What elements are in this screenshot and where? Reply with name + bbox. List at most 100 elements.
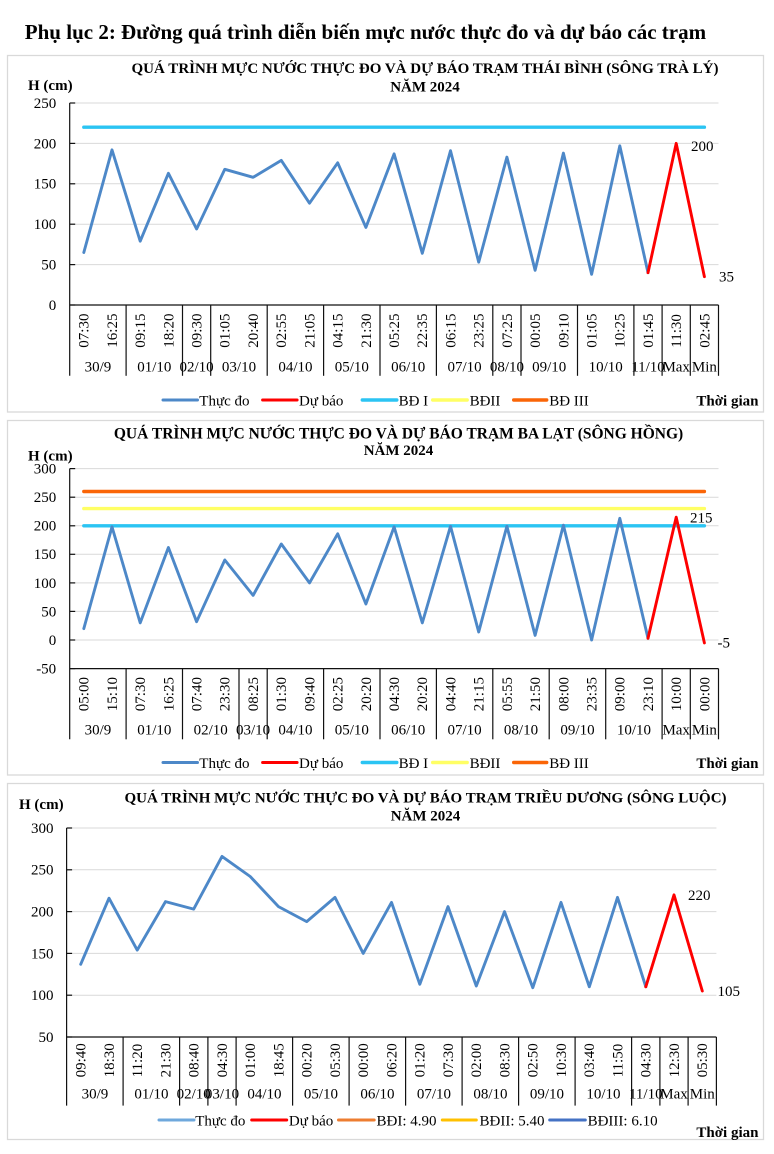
svg-text:11:20: 11:20 (130, 1044, 146, 1078)
svg-text:150: 150 (34, 177, 57, 193)
svg-text:200: 200 (34, 519, 57, 535)
svg-text:02/10: 02/10 (177, 1086, 211, 1102)
svg-text:08:00: 08:00 (556, 677, 572, 711)
svg-text:00:20: 00:20 (300, 1043, 316, 1077)
svg-text:35: 35 (719, 270, 734, 286)
svg-text:02:25: 02:25 (331, 677, 347, 711)
svg-text:04/10: 04/10 (278, 359, 312, 375)
svg-text:03:40: 03:40 (582, 1043, 598, 1077)
svg-text:Dự báo: Dự báo (299, 393, 343, 409)
svg-text:05/10: 05/10 (335, 359, 369, 375)
svg-text:220: 220 (688, 888, 711, 904)
svg-text:23:30: 23:30 (218, 677, 234, 711)
svg-text:05:55: 05:55 (500, 677, 516, 711)
svg-text:11/10: 11/10 (629, 1086, 663, 1102)
svg-text:04:30: 04:30 (215, 1043, 231, 1077)
svg-text:09/10: 09/10 (530, 1086, 564, 1102)
svg-text:10/10: 10/10 (586, 1086, 620, 1102)
svg-text:Thời gian: Thời gian (696, 756, 759, 772)
svg-text:09/10: 09/10 (532, 359, 566, 375)
svg-text:NĂM 2024: NĂM 2024 (364, 442, 434, 459)
svg-text:300: 300 (34, 462, 57, 478)
svg-text:00:00: 00:00 (356, 1043, 372, 1077)
svg-text:Thực đo: Thực đo (199, 756, 249, 772)
svg-text:H (cm): H (cm) (28, 78, 73, 94)
svg-text:Min: Min (692, 359, 718, 375)
svg-text:-50: -50 (36, 662, 56, 678)
svg-text:H (cm): H (cm) (28, 449, 73, 465)
svg-text:06/10: 06/10 (360, 1086, 394, 1102)
svg-text:04:30: 04:30 (387, 677, 403, 711)
svg-text:20:20: 20:20 (415, 677, 431, 711)
svg-text:18:45: 18:45 (271, 1043, 287, 1077)
svg-text:50: 50 (41, 604, 56, 620)
svg-text:01:45: 01:45 (641, 314, 657, 348)
svg-text:100: 100 (31, 988, 54, 1004)
svg-text:08/10: 08/10 (490, 359, 524, 375)
svg-text:06:15: 06:15 (443, 314, 459, 348)
svg-text:09:10: 09:10 (556, 314, 572, 348)
svg-text:21:30: 21:30 (158, 1043, 174, 1077)
svg-text:Max: Max (660, 1086, 688, 1102)
svg-text:H (cm): H (cm) (19, 797, 64, 813)
svg-text:09:00: 09:00 (613, 677, 629, 711)
svg-text:01:20: 01:20 (413, 1043, 429, 1077)
svg-text:23:10: 23:10 (641, 677, 657, 711)
svg-text:07/10: 07/10 (448, 359, 482, 375)
svg-text:04/10: 04/10 (278, 722, 312, 738)
svg-text:01:00: 01:00 (243, 1043, 259, 1077)
svg-text:21:50: 21:50 (528, 677, 544, 711)
svg-text:150: 150 (34, 547, 57, 563)
svg-text:03/10: 03/10 (236, 722, 270, 738)
svg-text:05/10: 05/10 (335, 722, 369, 738)
svg-text:02/10: 02/10 (194, 722, 228, 738)
svg-text:10:30: 10:30 (554, 1043, 570, 1077)
svg-text:07:30: 07:30 (77, 314, 93, 348)
svg-text:07:40: 07:40 (190, 677, 206, 711)
svg-text:10:00: 10:00 (669, 677, 685, 711)
svg-text:0: 0 (49, 298, 57, 314)
svg-text:21:05: 21:05 (302, 314, 318, 348)
svg-text:BĐIII: 6.10: BĐIII: 6.10 (588, 1113, 658, 1129)
svg-text:05:00: 05:00 (77, 677, 93, 711)
svg-text:08:40: 08:40 (187, 1043, 203, 1077)
svg-text:16:25: 16:25 (105, 314, 121, 348)
svg-text:30/9: 30/9 (82, 1086, 109, 1102)
svg-text:09:30: 09:30 (190, 314, 206, 348)
svg-text:20:40: 20:40 (246, 314, 262, 348)
svg-text:300: 300 (31, 821, 54, 837)
svg-text:07:25: 07:25 (500, 314, 516, 348)
svg-text:BĐI: 4.90: BĐI: 4.90 (377, 1113, 437, 1129)
svg-text:22:35: 22:35 (415, 314, 431, 348)
svg-text:Max: Max (662, 359, 690, 375)
svg-text:09/10: 09/10 (560, 722, 594, 738)
svg-text:12:30: 12:30 (667, 1043, 683, 1077)
svg-text:06/10: 06/10 (391, 359, 425, 375)
svg-text:04:30: 04:30 (639, 1043, 655, 1077)
svg-text:01/10: 01/10 (137, 722, 171, 738)
svg-text:250: 250 (34, 96, 57, 112)
svg-text:Phụ lục 2: Đường quá trình diễ: Phụ lục 2: Đường quá trình diễn biến mực… (25, 20, 707, 44)
svg-text:05:30: 05:30 (328, 1043, 344, 1077)
svg-text:07/10: 07/10 (448, 722, 482, 738)
svg-text:05:30: 05:30 (695, 1043, 711, 1077)
svg-text:BĐ I: BĐ I (399, 756, 429, 772)
svg-text:04/10: 04/10 (247, 1086, 281, 1102)
svg-text:20:20: 20:20 (359, 677, 375, 711)
svg-text:01:05: 01:05 (585, 314, 601, 348)
svg-text:215: 215 (690, 511, 713, 527)
svg-text:03/10: 03/10 (222, 359, 256, 375)
svg-text:250: 250 (31, 863, 54, 879)
svg-text:QUÁ TRÌNH MỰC NƯỚC THỰC ĐO VÀ: QUÁ TRÌNH MỰC NƯỚC THỰC ĐO VÀ DỰ BÁO TRẠ… (124, 790, 726, 807)
svg-text:00:00: 00:00 (697, 677, 713, 711)
svg-text:0: 0 (49, 633, 57, 649)
svg-text:11:30: 11:30 (669, 314, 685, 348)
svg-text:100: 100 (34, 217, 57, 233)
svg-text:Min: Min (692, 722, 718, 738)
svg-text:30/9: 30/9 (85, 359, 112, 375)
svg-text:200: 200 (31, 905, 54, 921)
svg-text:01/10: 01/10 (134, 1086, 168, 1102)
svg-text:BĐ III: BĐ III (549, 756, 589, 772)
svg-text:BĐII: 5.40: BĐII: 5.40 (480, 1113, 545, 1129)
svg-text:09:40: 09:40 (302, 677, 318, 711)
